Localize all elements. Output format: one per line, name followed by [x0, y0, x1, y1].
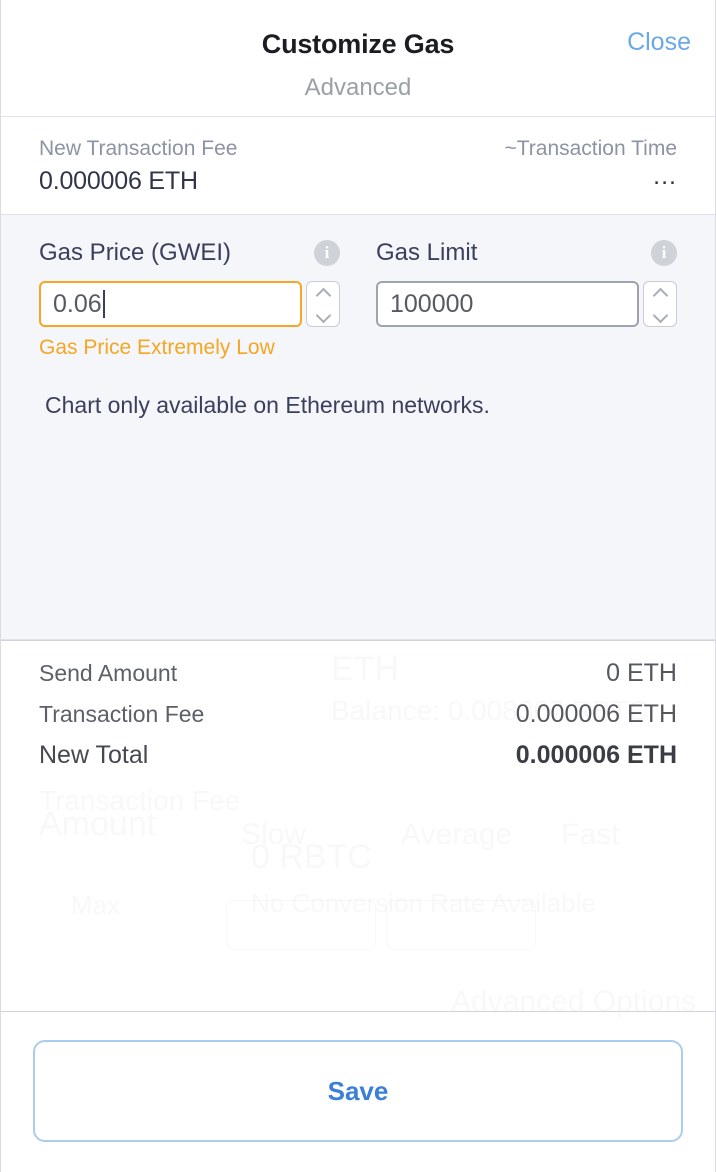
info-icon[interactable]: i	[314, 240, 340, 266]
gas-price-warning: Gas Price Extremely Low	[39, 336, 275, 359]
table-row: New Total 0.000006 ETH	[39, 741, 677, 770]
gas-price-input-wrap: 0.06	[39, 281, 340, 327]
close-button[interactable]: Close	[627, 28, 691, 56]
gas-limit-stepper[interactable]	[643, 281, 677, 327]
chevron-up-icon[interactable]	[653, 289, 667, 297]
header-title-row: Customize Gas Close	[25, 26, 691, 62]
chart-availability-note: Chart only available on Ethereum network…	[45, 392, 490, 418]
transaction-fee-value: 0.000006 ETH	[515, 699, 677, 728]
totals-section: Send Amount 0 ETH Transaction Fee 0.0000…	[1, 639, 715, 792]
send-amount-label: Send Amount	[39, 659, 178, 686]
new-transaction-fee-label: New Transaction Fee	[39, 137, 238, 160]
table-row: Transaction Fee 0.000006 ETH	[39, 700, 677, 729]
table-row: Send Amount 0 ETH	[39, 659, 677, 688]
transaction-time-block: ~Transaction Time ...	[504, 137, 677, 190]
chevron-down-icon[interactable]	[316, 311, 330, 319]
modal-header: Customize Gas Close Advanced	[1, 0, 715, 117]
fee-summary-strip: New Transaction Fee 0.000006 ETH ~Transa…	[1, 117, 715, 215]
gas-price-header: Gas Price (GWEI) i	[39, 239, 340, 267]
new-transaction-fee-value: 0.000006 ETH	[39, 167, 198, 195]
gas-limit-header: Gas Limit i	[376, 239, 677, 267]
transaction-fee-label: Transaction Fee	[39, 700, 205, 727]
gas-limit-input-wrap: 100000	[376, 281, 677, 327]
gas-limit-input[interactable]: 100000	[376, 281, 639, 327]
chevron-up-icon[interactable]	[316, 289, 330, 297]
modal-footer: Save	[1, 1011, 715, 1172]
transaction-time-value: ...	[653, 162, 677, 190]
modal-subtitle: Advanced	[304, 74, 412, 101]
transaction-time-label: ~Transaction Time	[504, 137, 677, 160]
gas-limit-field-group: Gas Limit i 100000	[376, 239, 677, 360]
gas-limit-label: Gas Limit	[376, 239, 478, 266]
gas-price-input[interactable]: 0.06	[39, 281, 302, 327]
page-title: Customize Gas	[261, 28, 455, 59]
info-icon[interactable]: i	[651, 240, 677, 266]
save-button[interactable]: Save	[33, 1040, 683, 1142]
chevron-down-icon[interactable]	[653, 311, 667, 319]
send-amount-value: 0 ETH	[606, 658, 677, 687]
gas-inputs-section: Gas Price (GWEI) i 0.06 Gas Price Extrem…	[1, 215, 715, 640]
gas-price-label: Gas Price (GWEI)	[39, 239, 232, 266]
new-total-value: 0.000006 ETH	[515, 740, 677, 769]
gas-limit-input-value: 100000	[390, 289, 474, 318]
bottom-spacer	[1, 792, 715, 1012]
text-caret	[102, 290, 105, 318]
gas-fields-row: Gas Price (GWEI) i 0.06 Gas Price Extrem…	[39, 239, 677, 360]
gas-price-stepper[interactable]	[306, 281, 340, 327]
gas-price-input-value: 0.06	[53, 289, 102, 318]
new-transaction-fee-block: New Transaction Fee 0.000006 ETH	[39, 137, 237, 196]
new-total-label: New Total	[39, 740, 149, 769]
gas-price-field-group: Gas Price (GWEI) i 0.06 Gas Price Extrem…	[39, 239, 340, 360]
